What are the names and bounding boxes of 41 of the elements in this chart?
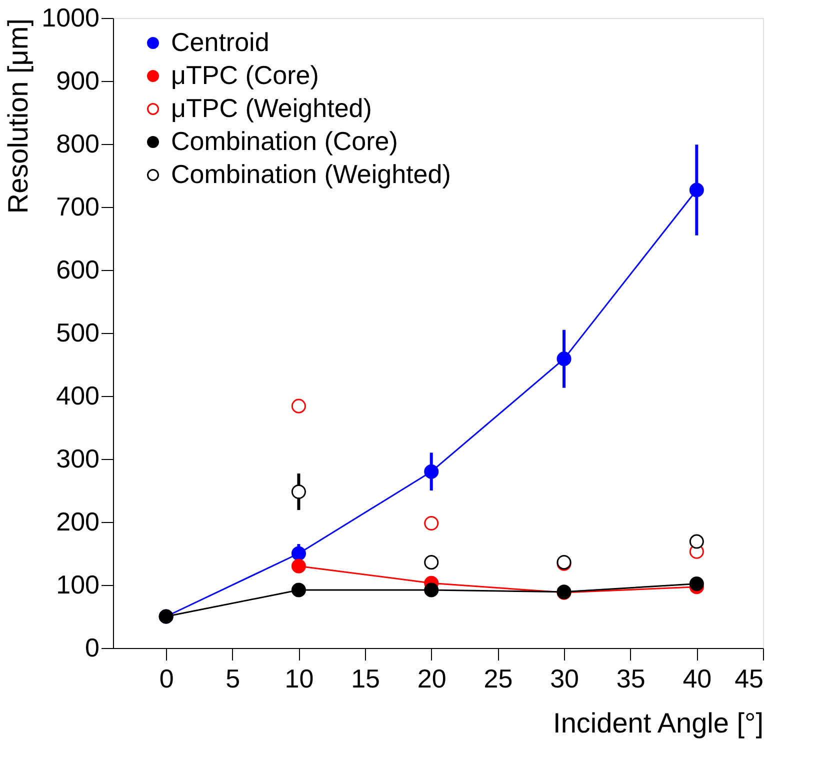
y-tick-label: 700: [56, 192, 100, 222]
legend-label: μTPC (Weighted): [171, 93, 372, 123]
y-tick-label: 200: [56, 506, 100, 536]
y-tick-label: 400: [56, 380, 100, 410]
y-axis-title: Resolution [μm]: [2, 18, 34, 214]
x-axis-title: Incident Angle [°]: [553, 708, 764, 738]
y-tick-label: 500: [56, 318, 100, 348]
point: [424, 582, 439, 598]
point: [424, 555, 439, 570]
x-tick-label: 15: [351, 664, 380, 694]
x-tick-label: 0: [159, 664, 174, 694]
point: [291, 484, 306, 500]
point: [689, 576, 704, 591]
x-tick-label: 25: [484, 664, 513, 694]
point: [291, 582, 306, 598]
legend-label: Combination (Weighted): [171, 159, 451, 189]
legend-label: Combination (Core): [171, 126, 398, 156]
point: [424, 516, 439, 531]
y-tick-label: 0: [85, 632, 100, 662]
y-tick-label: 100: [56, 570, 100, 600]
x-tick-label: 5: [226, 664, 240, 694]
y-tick-label: 1000: [42, 2, 100, 32]
point: [291, 398, 306, 414]
legend-label: Centroid: [171, 27, 270, 57]
x-tick-label: 35: [616, 664, 646, 694]
x-tick-label: 45: [734, 664, 764, 694]
point: [689, 182, 704, 198]
y-tick-label: 900: [56, 66, 100, 96]
y-tick-label: 600: [56, 254, 100, 284]
x-tick-label: 10: [284, 664, 314, 694]
x-tick-label: 30: [550, 664, 579, 694]
y-tick-label: 800: [56, 128, 100, 158]
point: [291, 558, 306, 574]
legend-label: μTPC (Core): [171, 60, 319, 90]
point: [424, 464, 439, 479]
x-tick-label: 40: [682, 664, 712, 694]
y-tick-label: 300: [56, 444, 100, 474]
x-tick-label: 20: [417, 664, 446, 694]
point: [689, 534, 704, 549]
point: [556, 352, 572, 366]
point: [291, 546, 306, 561]
